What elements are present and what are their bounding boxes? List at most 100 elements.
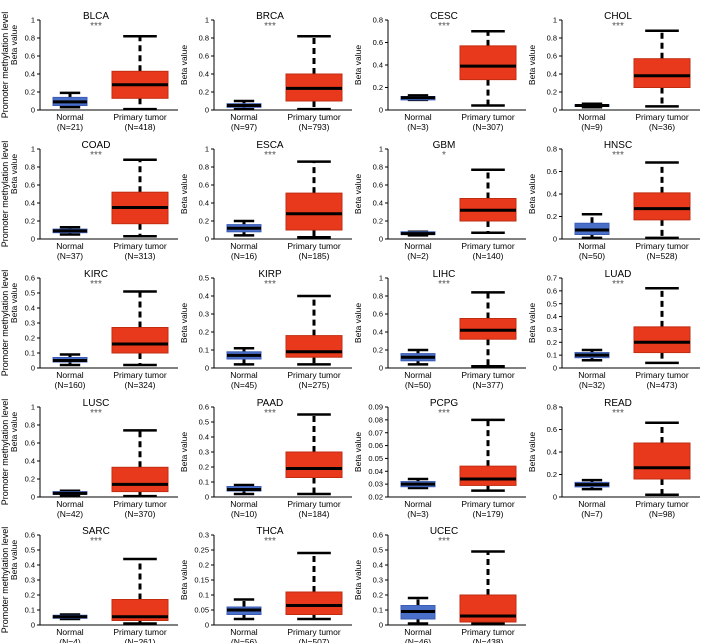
tumor-n-label: (N=370) <box>125 509 156 519</box>
tumor-box <box>633 326 691 354</box>
y-tick-label: 0.25 <box>194 546 209 555</box>
normal-category-label: Normal <box>578 499 606 509</box>
significance-label: *** <box>438 21 450 32</box>
normal-category-label: Normal <box>230 370 258 380</box>
significance-label: *** <box>264 408 276 419</box>
y-tick-label: 0.3 <box>25 576 35 585</box>
y-tick-label: 0.5 <box>199 418 209 427</box>
panel-blca: BLCA*** 0 0.2 0.4 0.6 0.8 1 Promoter methylatio… <box>0 11 178 132</box>
panel-title: BLCA <box>83 11 109 22</box>
panel-title: UCEC <box>430 526 458 537</box>
normal-category-label: Normal <box>56 370 84 380</box>
normal-n-label: (N=4) <box>59 637 81 643</box>
tumor-category-label: Primary tumor <box>287 241 341 251</box>
panel-title: KIRP <box>258 269 282 280</box>
y-axis-label: Beta value <box>179 174 189 214</box>
normal-n-label: (N=21) <box>57 122 83 132</box>
y-tick-label: 0.2 <box>547 88 557 97</box>
y-tick-label: 0.5 <box>199 274 209 283</box>
y-tick-label: 0.4 <box>547 190 557 199</box>
y-tick-label: 0.4 <box>25 304 35 313</box>
tumor-box <box>633 442 691 480</box>
tumor-category-label: Primary tumor <box>635 241 689 251</box>
y-tick-label: 0.1 <box>199 346 209 355</box>
y-axis-label: Beta value <box>527 432 537 472</box>
normal-n-label: (N=3) <box>407 122 429 132</box>
normal-category-label: Normal <box>404 370 432 380</box>
y-tick-label: 0.6 <box>199 52 209 61</box>
y-tick-label: 0.6 <box>373 310 383 319</box>
y-axis-label: Beta value <box>353 432 363 472</box>
y-tick-label: 0.6 <box>373 181 383 190</box>
normal-category-label: Normal <box>56 112 84 122</box>
significance-label: *** <box>612 150 624 161</box>
panel-sarc: SARC*** 0 0.1 0.2 0.3 0.4 0.5 0.6 Promoter methy… <box>0 526 178 643</box>
y-axis-label: Beta value <box>179 560 189 600</box>
tumor-category-label: Primary tumor <box>113 370 167 380</box>
tumor-n-label: (N=184) <box>299 509 330 519</box>
significance-label: *** <box>90 408 102 419</box>
y-tick-label: 0 <box>205 493 209 502</box>
y-tick-label: 0.09 <box>368 403 383 412</box>
y-tick-label: 0.6 <box>547 425 557 434</box>
normal-category-label: Normal <box>230 241 258 251</box>
tumor-n-label: (N=275) <box>299 380 330 390</box>
tumor-n-label: (N=179) <box>473 509 504 519</box>
tumor-box <box>285 335 343 358</box>
y-tick-label: 0.6 <box>25 181 35 190</box>
y-tick-label: 0 <box>205 621 209 630</box>
y-tick-label: 0.2 <box>25 591 35 600</box>
tumor-n-label: (N=261) <box>125 637 156 643</box>
y-tick-label: 0.05 <box>194 606 209 615</box>
y-tick-label: 0.2 <box>25 334 35 343</box>
y-tick-label: 0.8 <box>373 163 383 172</box>
panel-title: READ <box>604 398 632 409</box>
panel-title: LIHC <box>433 269 456 280</box>
promoter-methylation-label: Promoter methylation level <box>0 12 10 119</box>
y-tick-label: 0 <box>31 364 35 373</box>
normal-n-label: (N=160) <box>55 380 86 390</box>
tumor-n-label: (N=377) <box>473 380 504 390</box>
significance-label: * <box>442 150 446 161</box>
y-tick-label: 0.5 <box>373 546 383 555</box>
y-tick-label: 0.4 <box>199 292 209 301</box>
tumor-category-label: Primary tumor <box>287 112 341 122</box>
panel-title: THCA <box>256 526 284 537</box>
y-tick-label: 0.2 <box>199 328 209 337</box>
normal-category-label: Normal <box>230 627 258 637</box>
y-tick-label: 0.8 <box>547 403 557 412</box>
tumor-n-label: (N=507) <box>299 637 330 643</box>
normal-n-label: (N=3) <box>407 509 429 519</box>
normal-category-label: Normal <box>578 370 606 380</box>
tumor-box <box>285 192 343 231</box>
normal-category-label: Normal <box>56 627 84 637</box>
y-tick-label: 0.6 <box>547 52 557 61</box>
y-tick-label: 0.2 <box>199 217 209 226</box>
y-tick-label: 0.15 <box>194 576 209 585</box>
y-tick-label: 0.6 <box>547 167 557 176</box>
y-tick-label: 1 <box>553 16 557 25</box>
tumor-category-label: Primary tumor <box>287 370 341 380</box>
panel-title: SARC <box>82 526 110 537</box>
normal-n-label: (N=7) <box>581 509 603 519</box>
tumor-box <box>285 591 343 615</box>
tumor-n-label: (N=185) <box>299 251 330 261</box>
promoter-methylation-label: Promoter methylation level <box>0 527 10 634</box>
normal-category-label: Normal <box>404 241 432 251</box>
y-tick-label: 0 <box>31 106 35 115</box>
tumor-box <box>111 327 169 354</box>
panel-ucec: UCEC*** 0 0.1 0.2 0.3 0.4 0.5 0.6 Beta value Norm… <box>353 526 526 643</box>
tumor-n-label: (N=793) <box>299 122 330 132</box>
y-tick-label: 0.06 <box>368 441 383 450</box>
tumor-category-label: Primary tumor <box>113 627 167 637</box>
y-tick-label: 0.4 <box>25 70 35 79</box>
y-tick-label: 0.8 <box>199 34 209 43</box>
y-tick-label: 0.6 <box>25 274 35 283</box>
panel-coad: COAD*** 0 0.2 0.4 0.6 0.8 1 Promoter methylatio… <box>0 140 178 261</box>
y-tick-label: 0.6 <box>25 52 35 61</box>
normal-category-label: Normal <box>578 241 606 251</box>
normal-n-label: (N=42) <box>57 509 83 519</box>
